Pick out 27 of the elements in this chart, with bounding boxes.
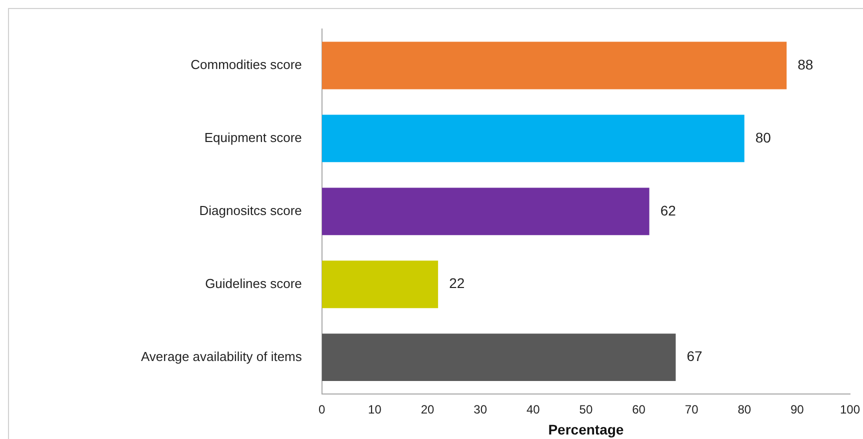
data-label: 22 bbox=[449, 275, 465, 292]
x-tick-label: 10 bbox=[368, 402, 382, 416]
y-tick-label: Average availability of items bbox=[140, 348, 302, 364]
bar bbox=[322, 42, 787, 90]
x-tick-label: 20 bbox=[420, 402, 435, 416]
y-tick-label: Guidelines score bbox=[205, 276, 302, 291]
x-tick-label: 50 bbox=[579, 402, 593, 416]
bar bbox=[322, 260, 438, 308]
data-label: 88 bbox=[798, 56, 814, 72]
y-tick-label: Diagnositcs score bbox=[199, 202, 302, 218]
y-tick-label: Equipment score bbox=[204, 130, 302, 146]
bar bbox=[322, 334, 676, 382]
data-label: 62 bbox=[660, 202, 676, 218]
bar bbox=[322, 114, 744, 162]
bar bbox=[322, 188, 650, 236]
data-label: 67 bbox=[686, 348, 703, 364]
x-tick-label: 90 bbox=[790, 402, 804, 416]
y-tick-label: Commodities score bbox=[190, 57, 302, 72]
x-tick-label: 70 bbox=[684, 402, 699, 416]
x-tick-label: 0 bbox=[318, 402, 326, 416]
x-tick-label: 80 bbox=[738, 402, 752, 416]
x-tick-label: 100 bbox=[840, 402, 860, 416]
x-tick-label: 60 bbox=[632, 402, 646, 416]
x-tick-label: 30 bbox=[474, 402, 488, 416]
x-axis-title: Percentage bbox=[548, 421, 624, 438]
data-label: 80 bbox=[755, 129, 772, 146]
x-tick-label: 40 bbox=[526, 402, 540, 416]
